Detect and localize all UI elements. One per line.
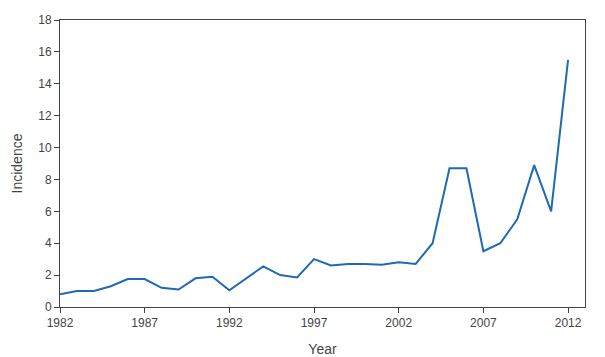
svg-text:8: 8 <box>45 173 52 187</box>
svg-text:2007: 2007 <box>470 316 497 330</box>
svg-text:1987: 1987 <box>131 316 158 330</box>
svg-text:1997: 1997 <box>301 316 328 330</box>
svg-text:2: 2 <box>45 268 52 282</box>
svg-text:12: 12 <box>38 109 52 123</box>
svg-text:0: 0 <box>45 300 52 314</box>
svg-text:18: 18 <box>38 13 52 27</box>
svg-text:6: 6 <box>45 205 52 219</box>
svg-text:16: 16 <box>38 45 52 59</box>
svg-text:1982: 1982 <box>47 316 74 330</box>
svg-text:2002: 2002 <box>385 316 412 330</box>
svg-text:14: 14 <box>38 77 52 91</box>
svg-text:2012: 2012 <box>555 316 582 330</box>
svg-text:4: 4 <box>45 236 52 250</box>
svg-text:10: 10 <box>38 141 52 155</box>
svg-text:Incidence: Incidence <box>9 133 25 193</box>
svg-text:1992: 1992 <box>216 316 243 330</box>
svg-text:Year: Year <box>308 341 337 357</box>
